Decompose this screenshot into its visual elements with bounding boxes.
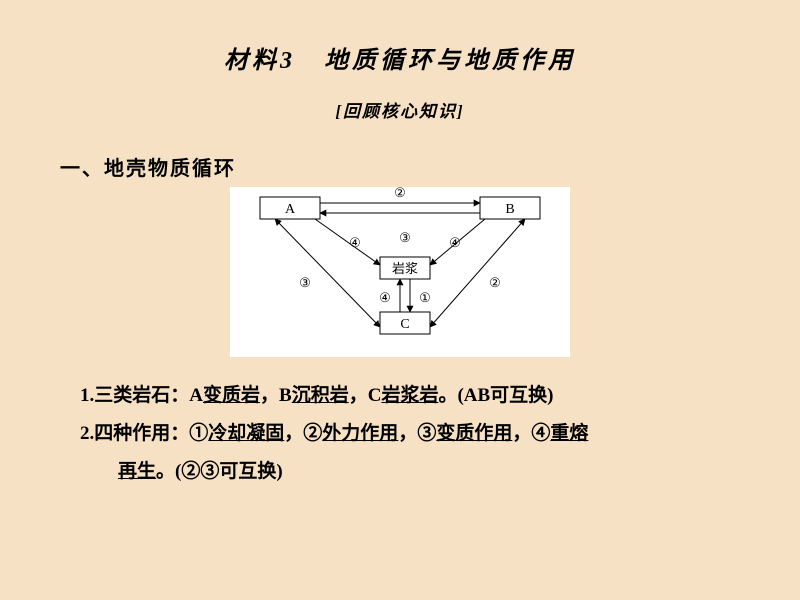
node-c-label: C xyxy=(400,317,409,332)
edge-b-c xyxy=(430,219,525,327)
b2-m1: ，② xyxy=(284,423,322,444)
node-b-label: B xyxy=(505,202,514,217)
page-title: 材料3 地质循环与地质作用 xyxy=(60,40,740,75)
bullet-2: 2.四种作用：①冷却凝固，②外力作用，③变质作用，④重熔 xyxy=(80,415,740,453)
edge-label-c-magma-right: ① xyxy=(419,290,431,305)
b1-u3: 岩浆岩 xyxy=(381,385,438,406)
b2-u4b: 再生 xyxy=(118,461,156,482)
edge-a-to-magma xyxy=(315,219,380,265)
edge-label-mid-center: ③ xyxy=(399,230,411,245)
slide-page: 材料3 地质循环与地质作用 [回顾核心知识] 一、地壳物质循环 A B 岩浆 C xyxy=(0,0,800,600)
b2-u1: 冷却凝固 xyxy=(208,423,284,444)
bullet-list: 1.三类岩石：A变质岩，B沉积岩，C岩浆岩。(AB可互换) 2.四种作用：①冷却… xyxy=(60,377,740,491)
page-subtitle: [回顾核心知识] xyxy=(60,97,740,122)
b2-prefix: 2.四种作用：① xyxy=(80,423,208,444)
b1-suffix: 。(AB可互换) xyxy=(438,385,553,406)
diagram-container: A B 岩浆 C ② ④ ④ ③ xyxy=(60,187,740,357)
b2-u4: 重熔 xyxy=(550,423,588,444)
diagram-svg: A B 岩浆 C ② ④ ④ ③ xyxy=(230,187,570,357)
b2-suffix: 。(②③可互换) xyxy=(156,461,283,482)
edge-label-right-side: ② xyxy=(489,275,501,290)
b2-u2: 外力作用 xyxy=(322,423,398,444)
b2-m2: ，③ xyxy=(398,423,436,444)
edge-label-c-magma-left: ④ xyxy=(379,290,391,305)
edge-label-top: ② xyxy=(394,187,406,200)
b1-m2: ，C xyxy=(349,385,382,406)
node-a-label: A xyxy=(285,202,296,217)
edge-label-left-side: ③ xyxy=(299,275,311,290)
bullet-2-cont: 再生。(②③可互换) xyxy=(80,453,740,491)
edge-label-mid-right: ④ xyxy=(449,235,461,250)
edge-a-c xyxy=(275,219,380,327)
bullet-1: 1.三类岩石：A变质岩，B沉积岩，C岩浆岩。(AB可互换) xyxy=(80,377,740,415)
b2-m3: ，④ xyxy=(512,423,550,444)
b2-u3: 变质作用 xyxy=(436,423,512,444)
node-magma-label: 岩浆 xyxy=(392,261,418,276)
edge-label-mid-left: ④ xyxy=(349,235,361,250)
rock-cycle-diagram: A B 岩浆 C ② ④ ④ ③ xyxy=(230,187,570,357)
b1-u2: 沉积岩 xyxy=(292,385,349,406)
section-heading: 一、地壳物质循环 xyxy=(60,152,740,181)
b1-m1: ，B xyxy=(260,385,292,406)
b1-prefix: 1.三类岩石：A xyxy=(80,385,203,406)
b1-u1: 变质岩 xyxy=(203,385,260,406)
